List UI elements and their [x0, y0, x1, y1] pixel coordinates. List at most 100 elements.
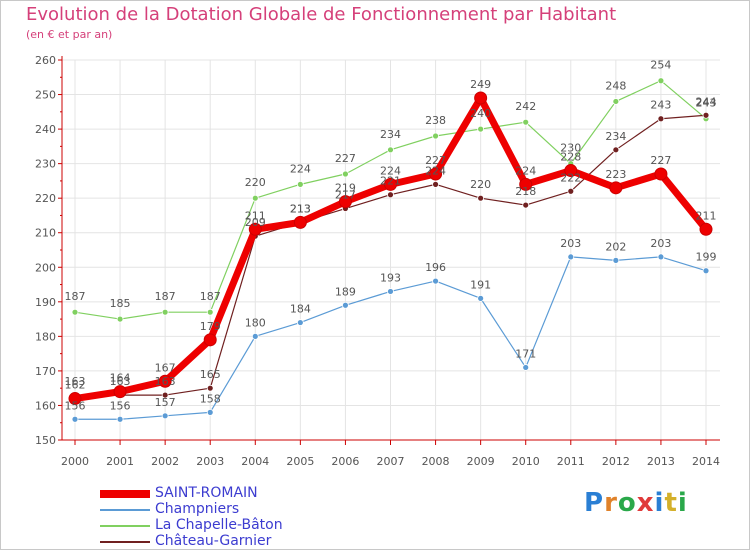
data-point	[522, 364, 530, 371]
legend-swatch	[100, 509, 150, 511]
data-label: 238	[425, 114, 446, 127]
data-label: 162	[65, 379, 86, 392]
data-label: 191	[470, 278, 491, 291]
data-label: 187	[155, 290, 176, 303]
x-tick-label: 2006	[331, 455, 359, 468]
logo-letter: r	[604, 488, 618, 518]
data-label: 171	[515, 347, 536, 360]
data-label: 184	[290, 303, 311, 316]
logo-letter: i	[654, 488, 665, 518]
data-point	[342, 170, 349, 178]
data-label: 185	[110, 297, 131, 310]
logo-letter: t	[664, 488, 678, 518]
series-champniers	[71, 253, 710, 423]
data-label: 224	[425, 164, 446, 177]
legend-label: Champniers	[155, 501, 240, 517]
y-tick-label: 220	[35, 192, 56, 205]
data-label: 187	[65, 290, 86, 303]
data-label: 167	[155, 361, 176, 374]
data-label: 224	[290, 162, 311, 175]
y-tick-label: 190	[35, 296, 56, 309]
logo-letter: i	[677, 488, 688, 518]
data-point	[477, 194, 485, 202]
data-point	[251, 194, 259, 202]
data-point	[702, 111, 710, 119]
chart-subtitle: (en € et par an)	[26, 28, 113, 41]
legend-label: La Chapelle-Bâton	[155, 517, 283, 533]
data-point	[296, 319, 304, 326]
data-label: 217	[335, 189, 356, 202]
chart-title: Evolution de la Dotation Globale de Fonc…	[26, 4, 617, 25]
data-point	[657, 115, 665, 123]
data-point	[474, 91, 488, 105]
data-point	[68, 392, 82, 406]
logo-letter: o	[617, 488, 637, 518]
x-tick-label: 2013	[647, 455, 675, 468]
legend-label: SAINT-ROMAIN	[155, 485, 258, 501]
y-tick-label: 170	[35, 365, 56, 378]
data-point	[206, 408, 214, 416]
data-label: 218	[515, 185, 536, 198]
data-point	[387, 288, 394, 295]
data-point	[477, 294, 485, 302]
data-point	[161, 412, 169, 420]
x-tick-label: 2001	[106, 455, 134, 468]
data-point	[432, 277, 439, 285]
data-point	[387, 191, 394, 199]
data-label: 224	[515, 164, 536, 177]
line-chart: 150 160 170 180 190 200 210 220 230 240 250 260 2000…	[35, 54, 720, 468]
data-point	[113, 385, 127, 399]
y-tick-label: 180	[35, 330, 56, 343]
data-point	[206, 384, 214, 392]
data-label: 163	[110, 375, 131, 388]
data-label: 234	[380, 128, 401, 141]
data-point	[612, 256, 620, 264]
data-point	[251, 332, 259, 340]
data-point	[429, 167, 443, 181]
data-label: 234	[605, 130, 626, 143]
x-tick-label: 2005	[286, 455, 314, 468]
data-label: 193	[380, 271, 401, 284]
data-label: 199	[696, 251, 717, 264]
y-tick-label: 200	[35, 261, 56, 274]
data-point	[387, 146, 394, 154]
y-tick-label: 260	[35, 54, 56, 67]
logo-letter: P	[584, 488, 605, 518]
y-tick-label: 160	[35, 399, 56, 412]
data-point	[609, 181, 623, 195]
data-point	[116, 415, 124, 423]
data-label: 163	[65, 375, 86, 388]
data-label: 220	[470, 178, 491, 191]
x-tick-label: 2011	[557, 455, 585, 468]
data-label: 242	[515, 100, 536, 113]
data-label: 227	[335, 152, 356, 165]
y-tick-label: 150	[35, 434, 56, 447]
data-label: 189	[335, 285, 356, 298]
data-point	[206, 308, 214, 316]
data-label: 243	[696, 97, 717, 110]
x-tick-label: 2010	[512, 455, 540, 468]
data-point	[293, 215, 307, 229]
data-label: 230	[560, 142, 581, 155]
x-tick-label: 2009	[467, 455, 495, 468]
data-point	[432, 132, 439, 140]
data-label: 224	[380, 164, 401, 177]
data-point	[522, 201, 530, 209]
x-tick-label: 2003	[196, 455, 224, 468]
x-tick-label: 2002	[151, 455, 179, 468]
data-point	[342, 301, 349, 309]
x-tick-label: 2014	[692, 455, 720, 468]
data-point	[699, 222, 713, 236]
data-point	[477, 125, 485, 133]
data-label: 213	[290, 202, 311, 215]
data-label: 202	[605, 240, 626, 253]
data-label: 165	[200, 368, 221, 381]
y-tick-label: 230	[35, 158, 56, 171]
series-saint-romain	[68, 91, 713, 406]
data-point	[203, 333, 217, 347]
data-label: 248	[605, 79, 626, 92]
data-label: 227	[650, 154, 671, 167]
y-tick-label: 210	[35, 227, 56, 240]
data-point	[161, 308, 169, 316]
data-label: 240	[470, 107, 491, 120]
